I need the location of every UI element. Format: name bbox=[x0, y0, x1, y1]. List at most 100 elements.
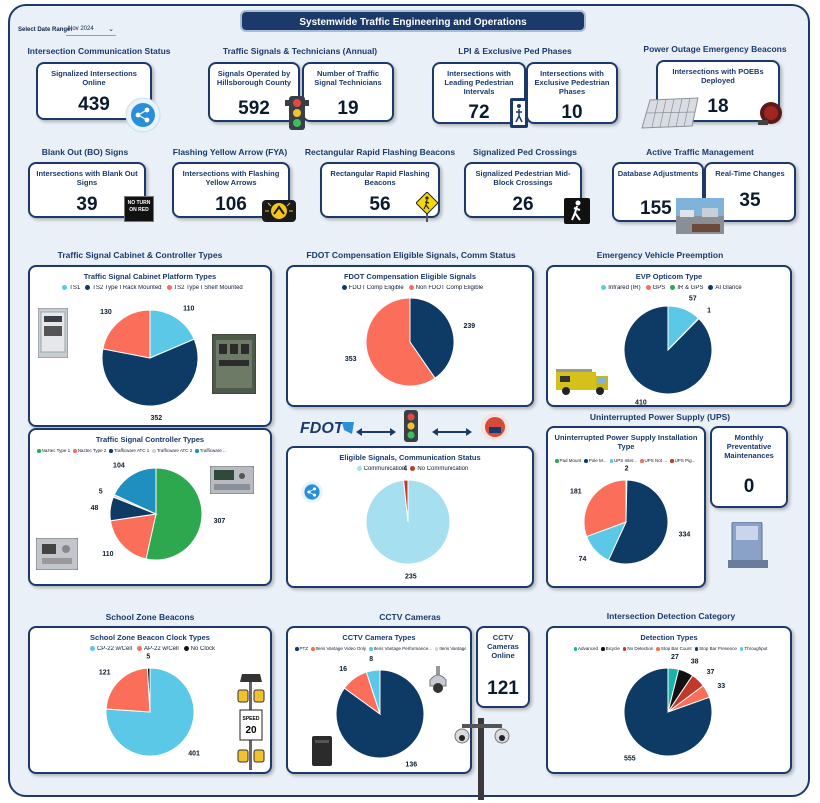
legend-item[interactable]: Non FDOT Comp Eligible bbox=[415, 285, 484, 292]
section-title-blank: Blank Out (BO) Signs bbox=[41, 147, 129, 157]
pie-data-label: 352 bbox=[151, 415, 163, 422]
kpi-label: Intersections with Flashing Yellow Arrow… bbox=[182, 169, 280, 187]
chart-title: Eligible Signals, Communication Status bbox=[339, 453, 481, 462]
chart-title: School Zone Beacon Clock Types bbox=[90, 633, 210, 642]
pie-data-label: 555 bbox=[624, 755, 636, 762]
legend-item[interactable]: Advanced bbox=[578, 646, 599, 651]
pie-slice[interactable] bbox=[365, 669, 381, 715]
pie-slice[interactable] bbox=[149, 309, 195, 359]
pie-slice[interactable] bbox=[146, 667, 151, 713]
legend-item[interactable]: Trafficware ... bbox=[199, 448, 227, 453]
kpi-value: 39 bbox=[76, 194, 98, 215]
legend-item[interactable]: No Communication bbox=[417, 466, 469, 473]
legend-item[interactable]: No Detection bbox=[627, 646, 654, 651]
kpi-value: 592 bbox=[238, 98, 270, 119]
kpi-value: 10 bbox=[561, 102, 583, 123]
legend-item[interactable]: Stop Bar Count bbox=[660, 646, 692, 651]
legend-item[interactable]: Communication bbox=[363, 466, 406, 473]
pie-slice[interactable] bbox=[583, 479, 627, 538]
legend-swatch bbox=[369, 647, 373, 651]
pie-data-label: 38 bbox=[691, 658, 699, 665]
pie-data-label: 27 bbox=[671, 654, 679, 661]
legend-swatch bbox=[73, 449, 77, 453]
date-range-select[interactable]: Nov 2024 ⌄ bbox=[66, 23, 116, 36]
kpi-value: 56 bbox=[369, 194, 391, 215]
legend-item[interactable]: Iteris Vantage Performance... bbox=[439, 646, 466, 651]
legend-item[interactable]: Infrared (IR) bbox=[608, 285, 641, 292]
pie-slice[interactable] bbox=[607, 479, 669, 565]
legend-item[interactable]: Naztec Type 1 bbox=[41, 448, 71, 453]
chart-legend: Pad Mount Pole M... UPS Inter... UPS Not ..… bbox=[552, 458, 700, 463]
legend-item[interactable]: Bicycle bbox=[605, 646, 620, 651]
legend-item[interactable]: PTZ bbox=[299, 646, 309, 651]
legend-item[interactable]: UPS Inter... bbox=[614, 458, 638, 463]
kpi-card-cctv-online: CCTV Cameras Online 121 bbox=[476, 626, 530, 708]
legend-swatch bbox=[694, 647, 699, 651]
legend-swatch bbox=[601, 285, 607, 290]
kpi-card-rrfb: Rectangular Rapid Flashing Beacons 56 bbox=[320, 162, 440, 218]
legend-item[interactable]: No Clock bbox=[190, 646, 216, 653]
legend-item[interactable]: Trafficware ATC 1 bbox=[113, 448, 150, 453]
legend-item[interactable]: AI Glance bbox=[715, 285, 742, 292]
legend-item[interactable]: TS1 bbox=[69, 285, 81, 292]
legend-item[interactable]: GPS bbox=[652, 285, 666, 292]
section-title-signals: Traffic Signals & Technicians (Annual) bbox=[222, 46, 378, 56]
pie-slice[interactable] bbox=[623, 305, 713, 395]
pie-slice[interactable] bbox=[623, 667, 713, 757]
pie-slice[interactable] bbox=[102, 309, 151, 359]
legend-item[interactable]: TS2 Type I Shelf Mounted bbox=[173, 285, 243, 292]
pie-slice[interactable] bbox=[113, 467, 157, 515]
legend-item[interactable]: Naztec Type 2 bbox=[77, 448, 107, 453]
pie-data-label: 8 bbox=[369, 656, 373, 663]
solar-panel-icon bbox=[640, 96, 702, 137]
legend-item[interactable]: Trafficware ATC 2 bbox=[156, 448, 193, 453]
svg-text:20: 20 bbox=[245, 725, 257, 736]
page-title: Systemwide Traffic Engineering and Opera… bbox=[240, 10, 586, 32]
pie-data-label: 48 bbox=[91, 505, 99, 512]
pie-data-label: 4 bbox=[403, 466, 407, 473]
legend-swatch bbox=[136, 646, 142, 651]
legend-item[interactable]: UPS Pig... bbox=[674, 458, 696, 463]
pie-data-label: 334 bbox=[679, 532, 691, 539]
legend-item[interactable]: TS2 Type I Rack Mounted bbox=[92, 285, 162, 292]
legend-item[interactable]: Pole M... bbox=[588, 458, 607, 463]
legend-swatch bbox=[341, 285, 347, 290]
legend-item[interactable]: Pad Mount bbox=[559, 458, 582, 463]
pie-slice[interactable] bbox=[409, 297, 455, 379]
chart-title: FDOT Compensation Eligible Signals bbox=[343, 272, 477, 281]
pie-slice[interactable] bbox=[101, 338, 199, 407]
pie-data-label: 130 bbox=[100, 309, 112, 316]
kpi-label: Monthly Preventative Maintenances bbox=[724, 433, 774, 460]
kpi-label: Signalized Pedestrian Mid-Block Crossing… bbox=[475, 169, 571, 187]
emergency-beacon-icon bbox=[756, 98, 786, 133]
legend-item[interactable]: Iteris Vantage Video Only bbox=[315, 646, 367, 651]
pie-slice[interactable] bbox=[145, 467, 203, 561]
kpi-card-operated: Signals Operated by Hillsborough County … bbox=[208, 62, 300, 122]
kpi-card-ppm: Monthly Preventative Maintenances 0 bbox=[710, 426, 788, 508]
legend-item[interactable]: CP-22 w/Cell bbox=[96, 646, 132, 653]
pie-slice[interactable] bbox=[109, 513, 157, 560]
legend-item[interactable]: AP-22 w/Cell bbox=[143, 646, 179, 653]
legend-item[interactable]: UPS Not ... bbox=[644, 458, 668, 463]
section-title-poeb: Power Outage Emergency Beacons bbox=[643, 44, 787, 54]
double-arrow-left-icon bbox=[356, 424, 396, 442]
legend-item[interactable]: IR & GPS bbox=[677, 285, 704, 292]
pie-slice[interactable] bbox=[403, 479, 409, 523]
legend-item[interactable]: Throughput bbox=[744, 646, 768, 651]
legend-item[interactable]: FDOT Comp Eligible bbox=[348, 285, 404, 292]
pie-slice[interactable] bbox=[105, 667, 151, 713]
kpi-value: 26 bbox=[512, 194, 534, 215]
walking-person-icon bbox=[564, 198, 590, 229]
pie-slice[interactable] bbox=[365, 297, 436, 387]
pie-data-label: 307 bbox=[214, 518, 226, 525]
section-title-evp: Emergency Vehicle Preemption bbox=[596, 250, 724, 260]
legend-swatch bbox=[85, 285, 91, 290]
legend-item[interactable]: Iteris Vantage Performance... bbox=[373, 646, 432, 651]
pedestrian-signal-icon bbox=[508, 98, 530, 133]
legend-item[interactable]: Stop Bar Presence bbox=[699, 646, 737, 651]
